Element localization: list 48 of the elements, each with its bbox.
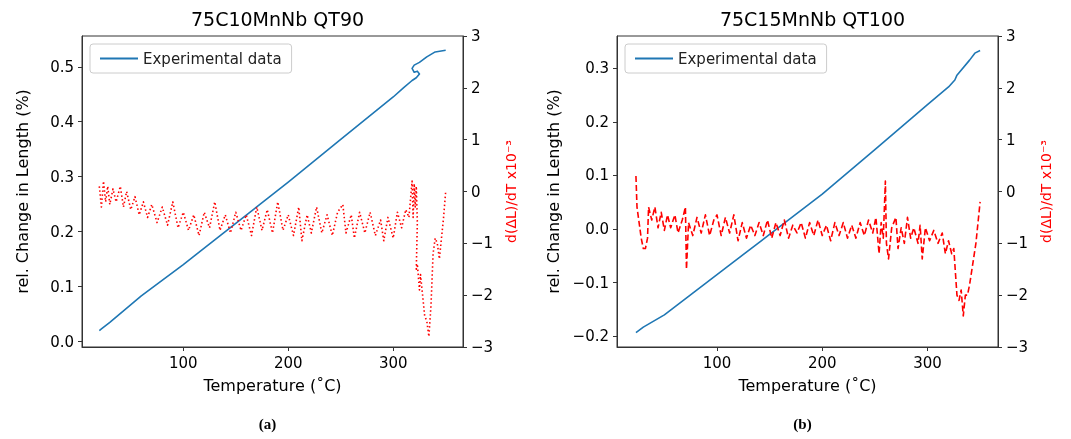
text: (b) <box>792 416 813 433</box>
y2-axis-title: d(ΔL)/dT x10⁻³ <box>1038 140 1055 243</box>
y2-tick-label: 1 <box>471 130 481 149</box>
y2-tick-label: −2 <box>471 286 494 305</box>
y2-tick-label: 2 <box>471 78 481 97</box>
y-tick-label: 0.3 <box>50 167 74 186</box>
y2-axis-title: d(ΔL)/dT x10⁻³ <box>503 140 520 243</box>
y2-tick-label: −1 <box>471 234 494 253</box>
y2-tick-label: 3 <box>1006 27 1016 45</box>
y2-tick-label: −3 <box>1006 338 1029 356</box>
y-tick-label: 0.4 <box>50 112 74 131</box>
x-tick-label: 200 <box>273 353 303 372</box>
y2-tick-label: 0 <box>471 182 481 201</box>
y2-tick-label: −1 <box>1006 234 1029 253</box>
y2-tick-label: 3 <box>471 27 481 45</box>
y2-tick-label: 0 <box>1006 182 1016 201</box>
chart-title: 75C15MnNb QT100 <box>719 7 906 30</box>
y-tick-label: 0.0 <box>50 332 74 351</box>
legend-label: Experimental data <box>143 49 282 68</box>
y2-tick-label: 2 <box>1006 78 1016 97</box>
text: (a) <box>257 416 278 433</box>
y-tick-label: 0.5 <box>50 57 74 76</box>
y-tick-label: 0.2 <box>585 112 609 131</box>
line-series <box>98 49 447 332</box>
chart-title: 75C10MnNb QT90 <box>190 7 365 30</box>
y-tick-label: 0.1 <box>585 166 609 185</box>
y-tick-label: −0.2 <box>572 327 609 346</box>
y-axis-title: rel. Change in Length (%) <box>12 89 32 294</box>
legend-label: Experimental data <box>678 49 817 68</box>
x-tick-label: 300 <box>378 353 408 372</box>
y-axis-title: rel. Change in Length (%) <box>544 89 564 294</box>
y2-tick-label: −3 <box>471 338 494 356</box>
y-tick-label: 0.1 <box>50 277 74 296</box>
x-axis-title: Temperature (˚C) <box>737 375 877 395</box>
line-series <box>635 175 981 317</box>
y-tick-label: 0.3 <box>585 59 609 78</box>
y2-tick-label: −2 <box>1006 286 1029 305</box>
x-tick-label: 200 <box>807 353 837 372</box>
x-tick-label: 100 <box>168 353 198 372</box>
y-tick-label: 0.2 <box>50 222 74 241</box>
x-tick-label: 100 <box>702 353 732 372</box>
x-axis-title: Temperature (˚C) <box>202 375 342 395</box>
y-tick-label: −0.1 <box>572 273 609 292</box>
line-series <box>98 180 447 338</box>
y-tick-label: 0.0 <box>585 220 609 239</box>
line-series <box>635 49 981 334</box>
x-tick-label: 300 <box>913 353 942 372</box>
y2-tick-label: 1 <box>1006 130 1016 149</box>
